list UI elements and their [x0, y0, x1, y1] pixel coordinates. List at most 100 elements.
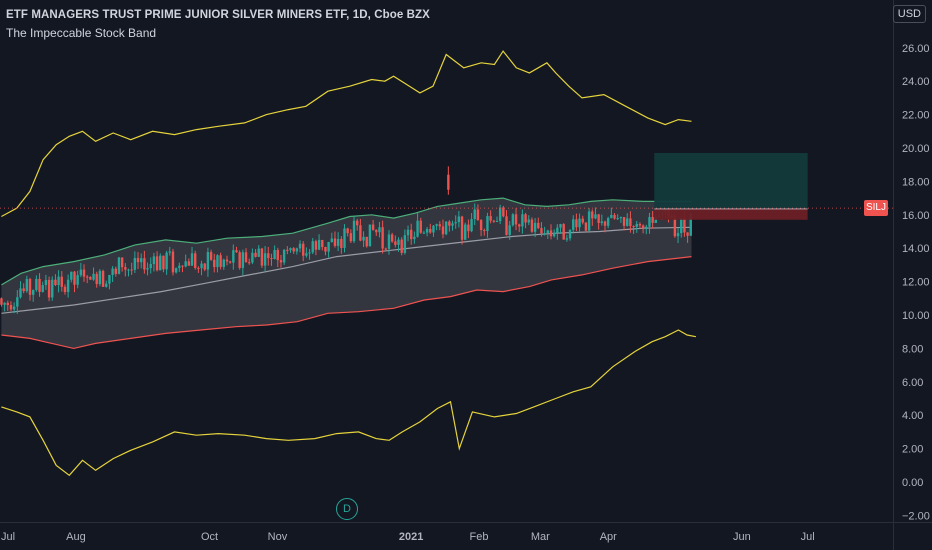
- candle-body: [521, 214, 524, 227]
- candle-body: [289, 248, 292, 251]
- candle-body: [368, 224, 372, 247]
- candle-body: [162, 255, 165, 270]
- candle-body: [645, 226, 648, 228]
- candle-body: [394, 241, 397, 245]
- candle-body: [238, 252, 241, 268]
- y-tick-label: 0.00: [902, 477, 923, 489]
- candle-body: [429, 229, 432, 233]
- candle-body: [336, 238, 340, 246]
- candle-body: [305, 253, 308, 256]
- candle-body: [57, 276, 60, 286]
- target-zone: [654, 153, 808, 209]
- candle-body: [219, 255, 222, 267]
- candle-body: [130, 269, 133, 271]
- candle-body: [273, 250, 276, 259]
- candle-body: [384, 248, 388, 250]
- candle-body: [467, 224, 470, 232]
- candle-body: [190, 253, 194, 266]
- candle-body: [79, 269, 83, 276]
- candle-body: [70, 271, 73, 280]
- candle-body: [413, 236, 416, 240]
- candle-body: [680, 217, 683, 234]
- candle-body: [25, 279, 29, 292]
- y-tick-label: 8.00: [902, 343, 923, 355]
- candle-body: [197, 267, 200, 269]
- candle-body: [19, 288, 22, 298]
- y-tick-label: 20.00: [902, 143, 930, 155]
- candle-body: [267, 253, 270, 259]
- candle-body: [378, 227, 381, 233]
- candle-body: [359, 225, 362, 241]
- candle-body: [311, 241, 314, 253]
- candle-body: [101, 270, 105, 287]
- candle-body: [518, 224, 521, 227]
- y-tick-label: 26.00: [902, 43, 930, 55]
- candle-body: [31, 289, 35, 295]
- event-marker[interactable]: D: [336, 498, 358, 520]
- candle-body: [444, 221, 448, 235]
- candle-body: [133, 258, 137, 270]
- candle-body: [143, 258, 146, 270]
- candle-body: [235, 250, 238, 253]
- x-tick-label: Nov: [268, 531, 288, 543]
- candle-body: [387, 234, 391, 249]
- candle-body: [514, 214, 518, 225]
- candle-body: [38, 278, 41, 292]
- candle-body: [638, 223, 642, 226]
- stop-zone: [654, 208, 808, 220]
- candle-body: [251, 252, 254, 263]
- candle-body: [333, 238, 337, 246]
- candle-body: [626, 218, 629, 226]
- candle-body: [216, 255, 219, 268]
- candle-body: [298, 243, 302, 249]
- candle-body: [257, 248, 260, 257]
- candle-body: [438, 224, 442, 227]
- candle-body: [51, 279, 54, 298]
- candle-body: [165, 252, 168, 270]
- candle-body: [327, 242, 330, 252]
- candle-body: [686, 232, 689, 236]
- candle-body: [127, 269, 130, 271]
- x-tick-label: Oct: [201, 531, 218, 543]
- currency-button[interactable]: USD: [892, 5, 926, 23]
- candle-body: [505, 216, 508, 235]
- lower-band-line: [1, 256, 692, 350]
- candle-body: [98, 270, 102, 285]
- candle-body: [213, 259, 216, 268]
- candle-body: [495, 221, 499, 223]
- y-tick-label: 12.00: [902, 277, 930, 289]
- candle-body: [502, 207, 505, 217]
- candle-body: [390, 234, 394, 242]
- upper-outer-line: [1, 50, 692, 218]
- y-tick-label: 18.00: [902, 176, 930, 188]
- candle-body: [279, 260, 283, 263]
- candle-body: [276, 250, 279, 261]
- candle-body: [35, 278, 38, 290]
- candle-body: [549, 230, 553, 237]
- candle-body: [314, 241, 318, 250]
- candle-body: [457, 216, 461, 223]
- candle-body: [225, 259, 229, 262]
- candle-body: [270, 258, 273, 260]
- candle-body: [451, 223, 454, 226]
- candle-body: [248, 262, 251, 264]
- candle-body: [454, 222, 457, 224]
- x-tick-label: Jul: [801, 531, 815, 543]
- candle-body: [159, 255, 162, 271]
- x-tick-label: Jul: [1, 531, 15, 543]
- candle-body: [114, 268, 117, 274]
- candle-body: [375, 229, 378, 233]
- y-tick-label: 4.00: [902, 410, 923, 422]
- candle-body: [194, 253, 197, 268]
- candle-body: [641, 225, 645, 228]
- candle-body: [171, 251, 175, 273]
- candle-body: [460, 216, 464, 240]
- indicator-name[interactable]: The Impeccable Stock Band: [6, 26, 157, 40]
- lower-outer-line: [1, 329, 697, 477]
- candle-body: [292, 248, 295, 252]
- candle-body: [473, 209, 476, 220]
- candle-body: [594, 214, 597, 219]
- candle-body: [562, 224, 565, 240]
- candle-body: [28, 279, 32, 295]
